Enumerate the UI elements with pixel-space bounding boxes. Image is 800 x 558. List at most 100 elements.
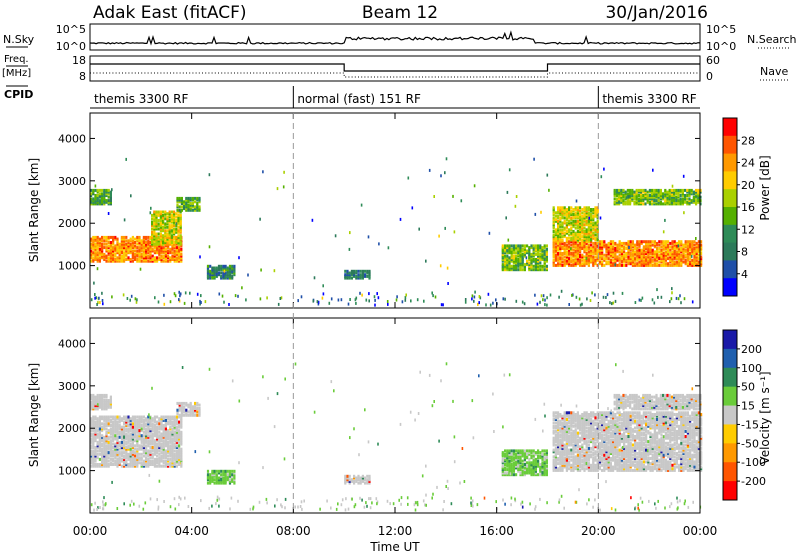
data-cell	[603, 240, 605, 243]
freq-tick-top: 18	[72, 54, 86, 67]
data-cell	[175, 236, 177, 239]
data-cell	[522, 470, 524, 473]
data-cell	[642, 194, 644, 197]
data-cell	[360, 477, 362, 480]
data-cell	[110, 427, 112, 430]
data-cell	[134, 439, 136, 442]
data-speckle	[131, 295, 133, 298]
data-cell	[364, 270, 366, 273]
data-speckle	[603, 296, 605, 299]
data-cell	[524, 463, 526, 466]
data-speckle	[368, 299, 370, 302]
data-cell	[663, 252, 665, 255]
data-cell	[218, 265, 220, 268]
data-speckle	[444, 171, 446, 174]
data-cell	[594, 237, 596, 240]
data-cell	[179, 205, 181, 208]
data-cell	[125, 446, 127, 449]
data-cell	[564, 220, 566, 223]
data-cell	[568, 455, 570, 458]
data-cell	[127, 424, 129, 427]
data-speckle	[613, 292, 615, 295]
data-cell	[599, 261, 601, 264]
data-cell	[99, 458, 101, 461]
data-cell	[108, 463, 110, 466]
data-cell	[216, 470, 218, 473]
data-cell	[346, 475, 348, 478]
data-cell	[544, 268, 546, 271]
data-cell	[559, 413, 561, 416]
data-speckle	[442, 303, 444, 306]
data-cell	[108, 441, 110, 444]
data-cell	[504, 463, 506, 466]
station-title: Adak East (fitACF)	[93, 3, 247, 23]
data-cell	[682, 197, 684, 200]
data-cell	[169, 224, 171, 227]
data-cell	[619, 254, 621, 257]
data-cell	[147, 439, 149, 442]
data-cell	[522, 268, 524, 271]
data-cell	[564, 206, 566, 209]
data-cell	[616, 189, 618, 192]
data-cell	[160, 443, 162, 446]
data-speckle	[580, 304, 582, 307]
data-cell	[506, 449, 508, 452]
data-cell	[103, 246, 105, 249]
data-speckle	[654, 302, 656, 305]
data-cell	[557, 252, 559, 255]
data-cell	[176, 197, 178, 200]
data-cell	[632, 249, 634, 252]
data-cell	[511, 463, 513, 466]
data-cell	[353, 475, 355, 478]
data-cell	[231, 478, 233, 481]
data-cell	[105, 243, 107, 246]
data-cell	[130, 433, 132, 436]
data-cell	[586, 430, 588, 433]
data-cell	[537, 244, 539, 247]
data-cell	[162, 226, 164, 229]
data-cell	[684, 194, 686, 197]
nsky-panel: N.Sky 10^5 10^0 10^5 10^0 N.Search	[3, 23, 797, 53]
data-cell	[693, 247, 695, 250]
data-cell	[667, 262, 669, 265]
data-cell	[162, 214, 164, 217]
data-speckle	[590, 299, 592, 302]
freq-label: Freq.	[4, 54, 29, 65]
data-speckle	[547, 174, 549, 177]
data-speckle	[209, 173, 211, 176]
data-cell	[559, 433, 561, 436]
data-cell	[174, 416, 176, 419]
data-cell	[156, 443, 158, 446]
data-speckle	[440, 264, 442, 267]
data-cell	[175, 212, 177, 215]
data-speckle	[91, 298, 93, 301]
data-cell	[608, 242, 610, 245]
data-cell	[149, 446, 151, 449]
data-cell	[662, 192, 664, 195]
data-cell	[693, 244, 695, 247]
data-cell	[169, 256, 171, 259]
data-cell	[99, 256, 101, 259]
data-speckle	[283, 171, 285, 174]
data-cell	[165, 419, 167, 422]
data-cell	[207, 473, 209, 476]
data-cell	[110, 436, 112, 439]
data-cell	[218, 477, 220, 480]
data-speckle	[185, 291, 187, 294]
data-cell	[535, 458, 537, 461]
data-cell	[677, 199, 679, 202]
data-cell	[588, 250, 590, 253]
data-cell	[522, 248, 524, 251]
data-cell	[180, 253, 182, 256]
data-cell	[123, 426, 125, 429]
data-cell	[171, 224, 173, 227]
data-cell	[156, 256, 158, 259]
data-cell	[108, 429, 110, 432]
data-cell	[103, 253, 105, 256]
data-speckle	[348, 303, 350, 306]
data-cell	[583, 259, 585, 262]
data-cell	[588, 462, 590, 465]
data-cell	[517, 244, 519, 247]
data-cell	[145, 427, 147, 430]
